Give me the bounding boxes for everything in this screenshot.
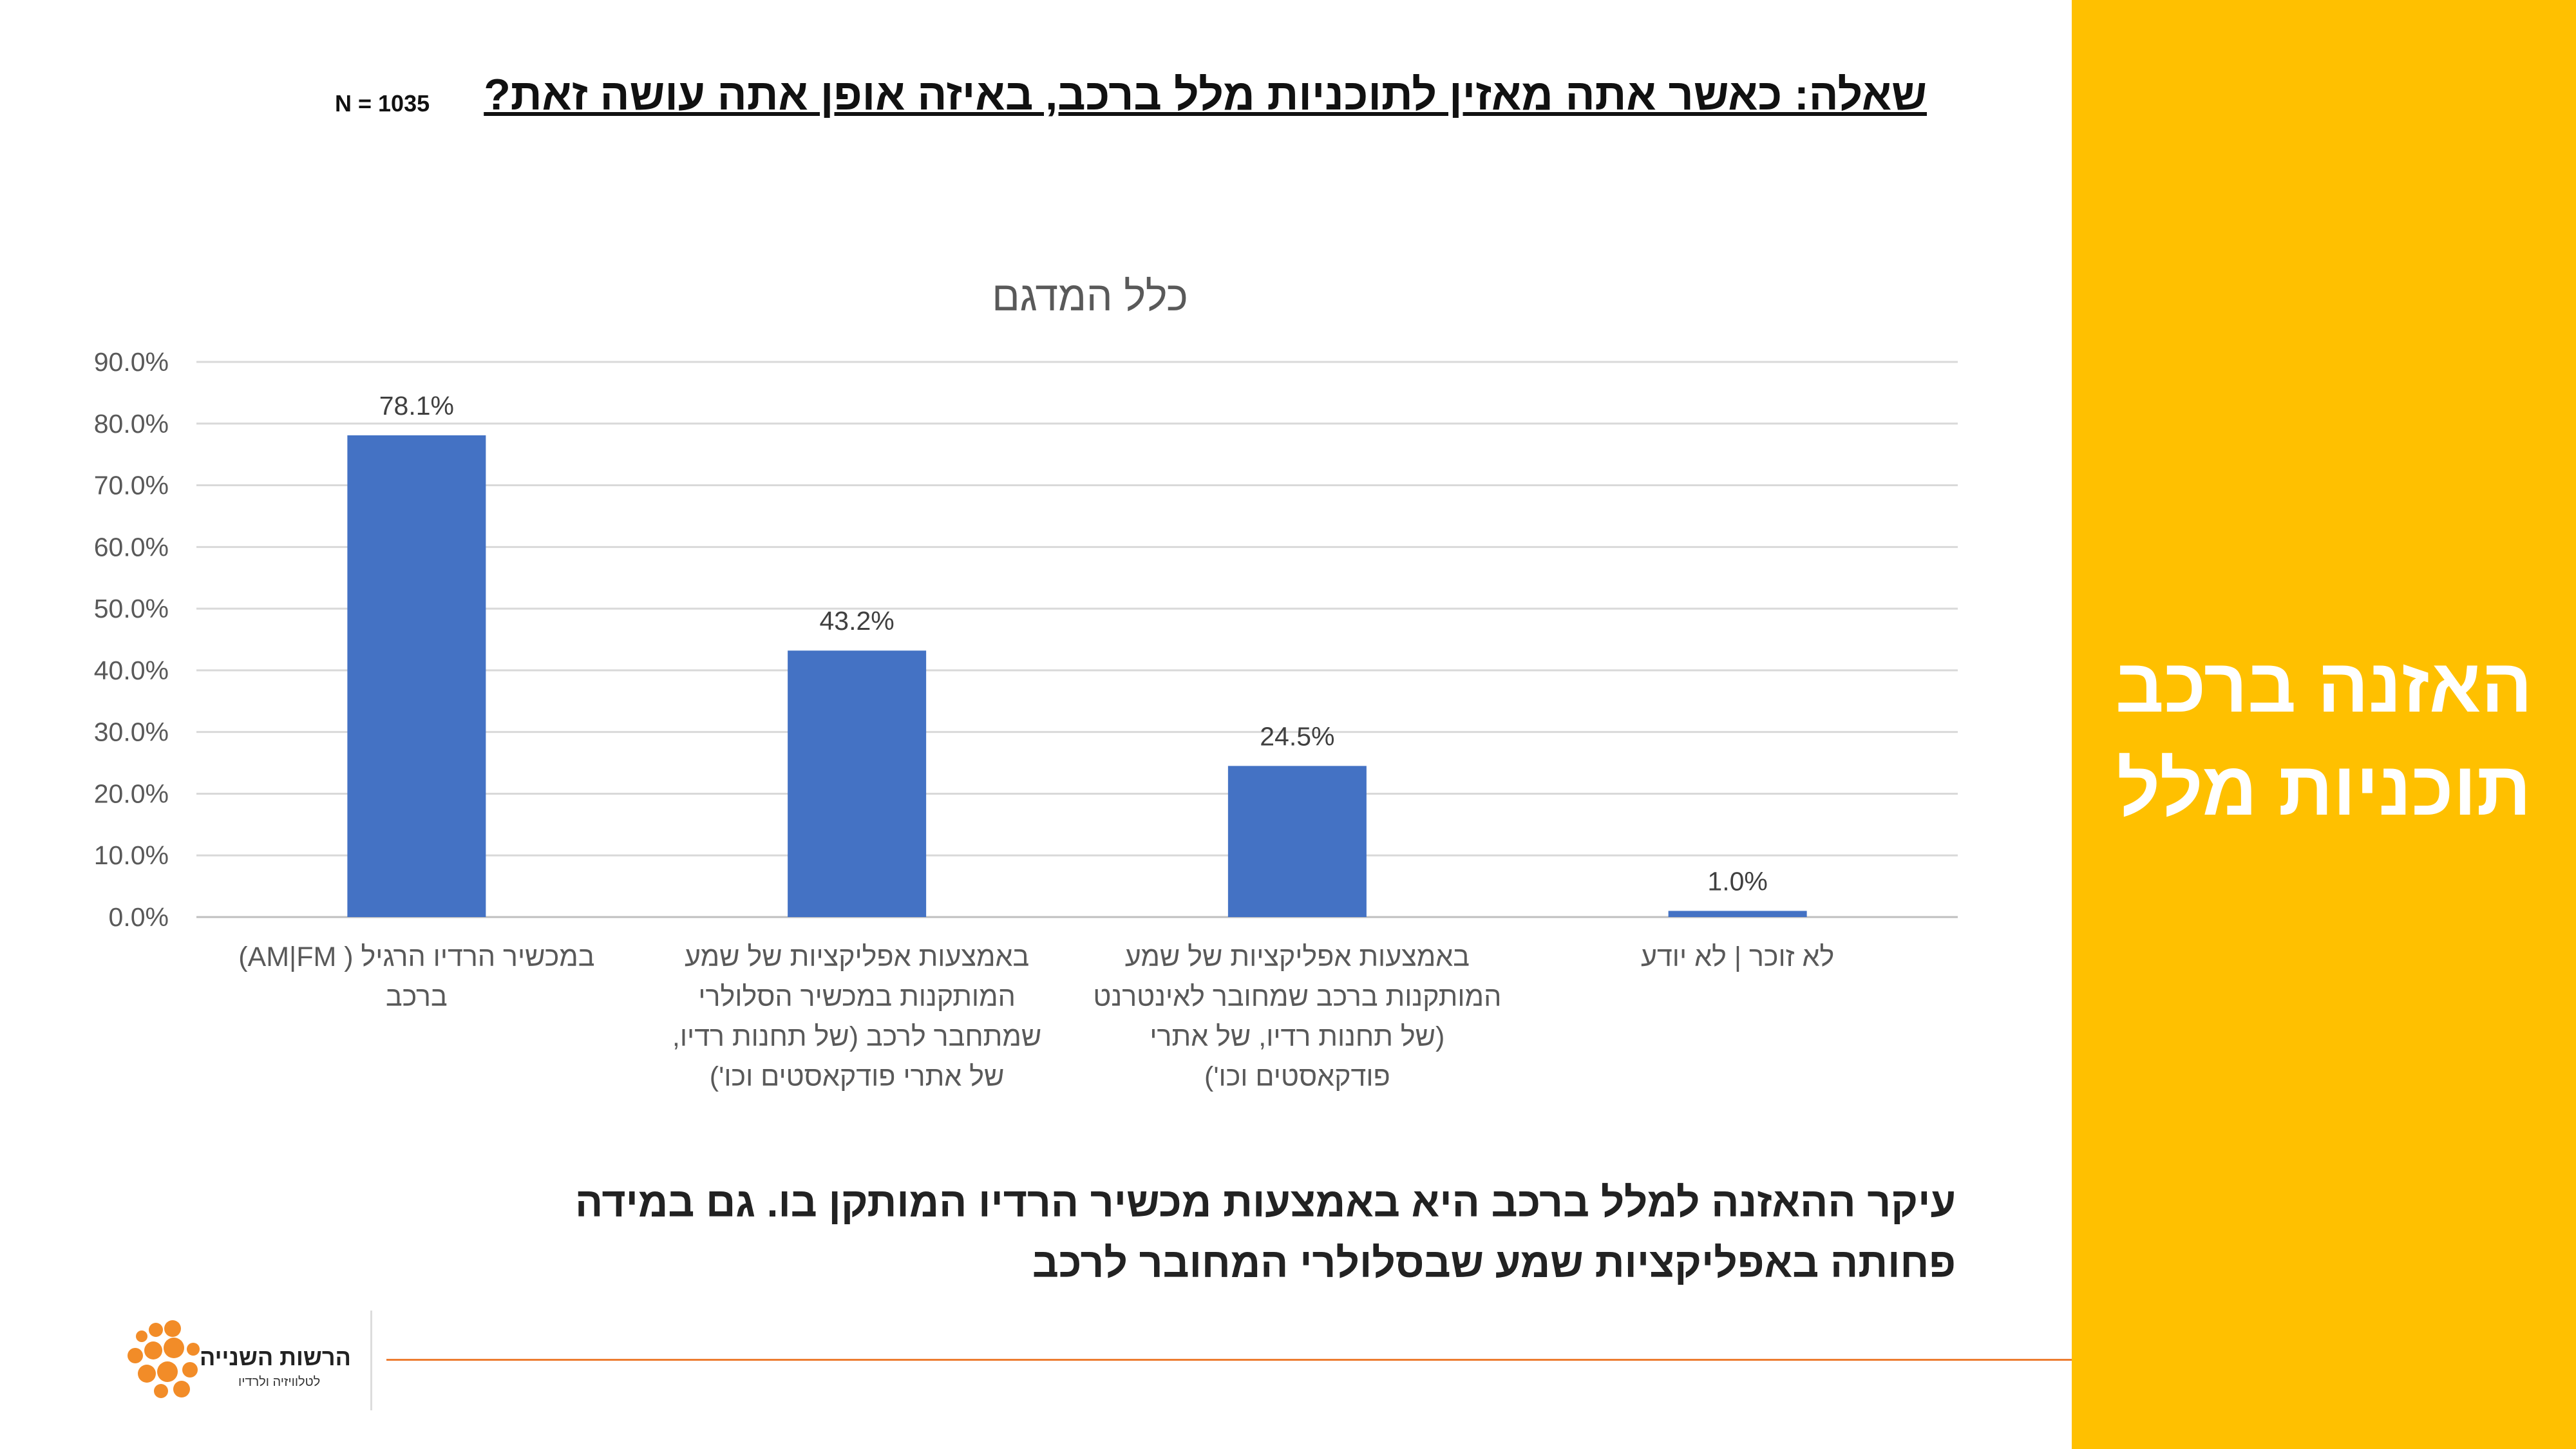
logo-divider [370, 1311, 372, 1410]
x-tick-label: המותקנות ברכב שמחובר לאינטרנט [1093, 981, 1501, 1012]
y-tick-label: 20.0% [94, 779, 169, 808]
y-tick-label: 30.0% [94, 717, 169, 747]
y-tick-label: 10.0% [94, 840, 169, 870]
bar [347, 435, 486, 917]
x-tick-label: לא זוכר | לא יודע [1641, 942, 1834, 972]
y-tick-label: 60.0% [94, 532, 169, 562]
sidebar-title: האזנה ברכב תוכניות מלל [2072, 634, 2576, 840]
x-tick-label: (של תחנות רדיו, של אתרי [1150, 1021, 1444, 1052]
question-title: שאלה: כאשר אתה מאזין לתוכניות מלל ברכב, … [484, 70, 1927, 119]
sample-size: N = 1035 [335, 90, 430, 117]
bar-chart: כלל המדגם 0.0% 10.0% 20.0% 30.0% 40.0% 50.0% 60… [94, 273, 1958, 1092]
data-label: 24.5% [1260, 721, 1334, 751]
takeaway-text: עיקר ההאזנה למלל ברכב היא באמצעות מכשיר … [575, 1179, 1956, 1286]
logo-text: הרשות השנייה [200, 1344, 351, 1370]
y-tick-label: 80.0% [94, 409, 169, 439]
y-tick-label: 50.0% [94, 594, 169, 623]
logo-dots-icon [128, 1320, 200, 1398]
sidebar-panel: האזנה ברכב תוכניות מלל [2072, 0, 2576, 1449]
x-tick-label: פודקאסטים וכו') [1204, 1061, 1390, 1092]
bar [788, 650, 927, 917]
x-tick-label: של אתרי פודקאסטים וכו') [710, 1061, 1005, 1092]
sidebar-title-line2: תוכניות מלל [2116, 746, 2532, 831]
data-label: 1.0% [1707, 866, 1767, 896]
x-tick-label: ברכב [386, 981, 448, 1012]
logo-subtext: לטלוויזיה ולרדיו [238, 1375, 321, 1389]
data-label: 78.1% [379, 391, 454, 421]
data-label: 43.2% [819, 606, 894, 636]
chart-title: כלל המדגם [992, 273, 1188, 319]
bar [1227, 766, 1367, 917]
y-tick-label: 70.0% [94, 471, 169, 500]
bar [1668, 911, 1807, 917]
x-tick-label: במכשיר הרדיו הרגיל ( AM|FM) [238, 942, 594, 972]
x-tick-label: באמצעות אפליקציות של שמע [685, 942, 1029, 972]
y-tick-label: 40.0% [94, 656, 169, 685]
x-tick-label: שמתחבר לרכב (של תחנות רדיו, [672, 1021, 1041, 1052]
x-tick-label: באמצעות אפליקציות של שמע [1125, 942, 1470, 972]
logo: הרשות השנייה לטלוויזיה ולרדיו [122, 1311, 380, 1410]
x-tick-label: המותקנות במכשיר הסלולרי [698, 981, 1016, 1012]
sidebar-title-line1: האזנה ברכב [2115, 643, 2533, 728]
footer-line [386, 1359, 2072, 1361]
y-tick-label: 90.0% [94, 347, 169, 377]
y-tick-label: 0.0% [109, 902, 169, 932]
